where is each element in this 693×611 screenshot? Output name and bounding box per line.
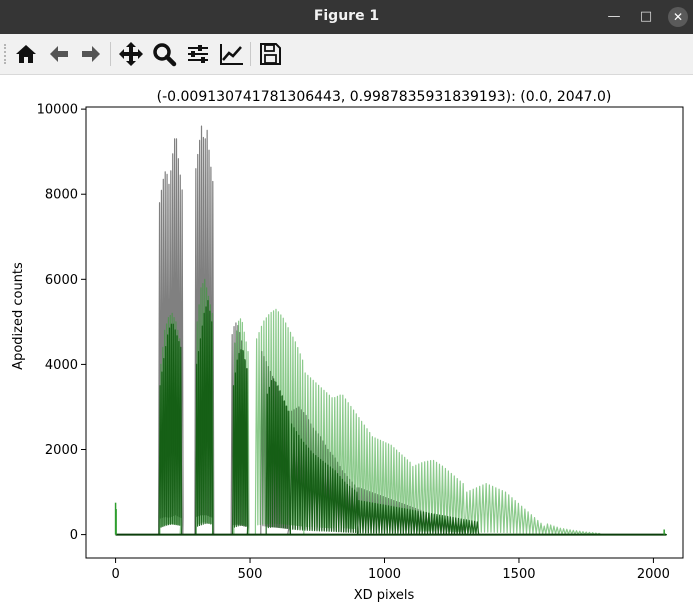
home-icon: [16, 45, 36, 63]
chart-title: (-0.009130741781306443, 0.99878359318391…: [157, 89, 612, 105]
window-title: Figure 1: [313, 8, 380, 24]
y-tick-label: 4000: [45, 358, 78, 373]
x-tick-label: 1500: [502, 567, 535, 582]
y-tick-label: 6000: [45, 273, 78, 288]
x-tick-label: 1000: [368, 567, 401, 582]
close-icon[interactable]: ✕: [668, 7, 688, 27]
configure-subplots-button[interactable]: [184, 40, 212, 68]
zoom-button[interactable]: [150, 40, 178, 68]
y-tick-label: 2000: [45, 443, 78, 458]
magnifier-icon: [153, 43, 177, 67]
y-axis: 0 2000 4000 6000 8000 10000: [37, 103, 86, 543]
x-tick-label: 2000: [637, 567, 670, 582]
matplotlib-toolbar: [0, 34, 693, 75]
x-tick-label: 500: [238, 567, 263, 582]
back-button[interactable]: [45, 40, 73, 68]
home-button[interactable]: [12, 40, 40, 68]
chart-svg: (-0.009130741781306443, 0.99878359318391…: [11, 89, 684, 603]
edit-axis-button[interactable]: [217, 40, 245, 68]
line-chart-icon: [220, 44, 243, 65]
floppy-disk-icon: [260, 43, 281, 65]
toolbar-grip: [4, 44, 9, 64]
sliders-icon: [188, 45, 208, 63]
y-tick-label: 0: [70, 528, 78, 543]
y-tick-label: 8000: [45, 188, 78, 203]
toolbar-separator: [110, 42, 111, 66]
figure-canvas[interactable]: (-0.009130741781306443, 0.99878359318391…: [0, 75, 693, 607]
minimize-icon[interactable]: —: [607, 9, 621, 24]
arrow-right-icon: [82, 46, 100, 62]
x-axis: 0 500 1000 1500 2000: [111, 558, 670, 582]
arrow-left-icon: [50, 46, 68, 62]
x-axis-label: XD pixels: [354, 588, 415, 603]
toolbar-separator: [250, 42, 251, 66]
save-button[interactable]: [256, 40, 284, 68]
move-icon: [119, 42, 143, 66]
maximize-icon[interactable]: □: [639, 9, 653, 24]
window-titlebar: Figure 1 — □ ✕: [0, 0, 693, 34]
y-tick-label: 10000: [37, 103, 78, 118]
series-line-2: [115, 299, 667, 536]
x-tick-label: 0: [111, 567, 119, 582]
forward-button[interactable]: [77, 40, 105, 68]
pan-button[interactable]: [117, 40, 145, 68]
y-axis-label: Apodized counts: [11, 262, 26, 370]
